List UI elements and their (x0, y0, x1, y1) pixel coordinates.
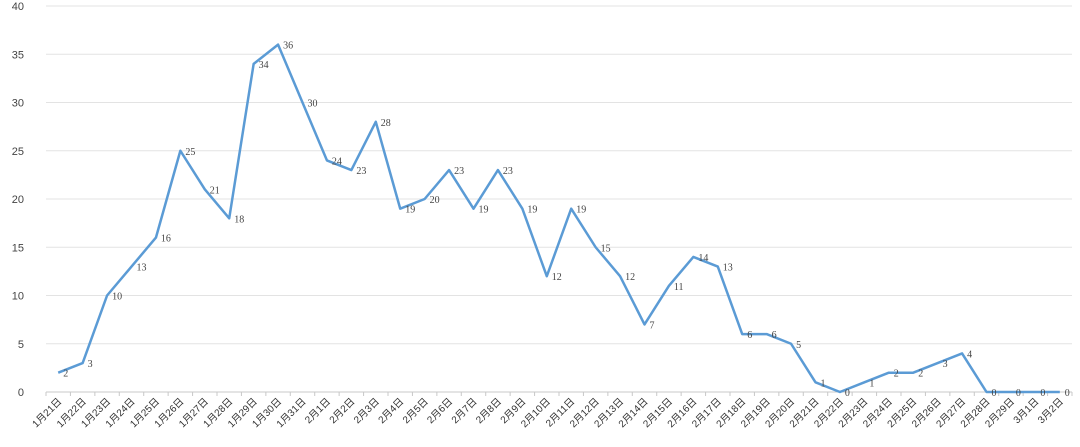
data-label: 11 (674, 282, 684, 293)
data-label: 2 (894, 369, 899, 380)
data-label: 3 (88, 359, 93, 370)
data-label: 10 (112, 292, 122, 303)
data-label: 25 (185, 147, 195, 158)
y-tick-label: 10 (12, 291, 24, 303)
data-label: 14 (698, 253, 708, 264)
data-label: 18 (234, 214, 244, 225)
data-label: 24 (332, 156, 342, 167)
x-tick-label: 2月7日 (449, 396, 479, 426)
data-label: 15 (601, 243, 611, 254)
data-label: 12 (625, 272, 635, 283)
data-label: 19 (576, 205, 586, 216)
x-tick-label: 2月6日 (425, 396, 455, 426)
y-tick-label: 0 (18, 387, 24, 399)
series-line (57, 43, 1060, 394)
data-label: 6 (772, 330, 777, 341)
y-tick-label: 30 (12, 98, 24, 110)
data-label: 23 (356, 166, 366, 177)
data-label: 23 (454, 166, 464, 177)
y-tick-label: 15 (12, 242, 24, 254)
data-label: 36 (283, 41, 293, 52)
data-label: 6 (747, 330, 752, 341)
data-label: 2 (63, 369, 68, 380)
data-label: 7 (650, 320, 655, 331)
x-tick-label: 2月3日 (351, 396, 381, 426)
x-tick-label: 2月2日 (327, 396, 357, 426)
x-tick-label: 2月5日 (400, 396, 430, 426)
data-label: 16 (161, 234, 171, 245)
data-label: 19 (405, 205, 415, 216)
x-axis-ticks: 1月21日1月22日1月23日1月24日1月25日1月26日1月27日1月28日… (30, 392, 1073, 430)
data-label: 1 (821, 378, 826, 389)
data-label: 28 (381, 118, 391, 129)
data-label: 3 (943, 359, 948, 370)
gridlines (46, 5, 1072, 393)
data-label: 12 (552, 272, 562, 283)
data-label: 23 (503, 166, 513, 177)
x-tick-label: 3月2日 (1035, 396, 1065, 426)
data-label: 0 (1040, 388, 1045, 399)
data-label: 19 (527, 205, 537, 216)
data-label: 0 (845, 388, 850, 399)
data-label: 30 (308, 99, 318, 110)
data-label: 34 (259, 60, 269, 71)
series-polyline (57, 43, 1060, 394)
data-label: 0 (1065, 388, 1070, 399)
data-label: 13 (137, 263, 147, 274)
x-tick-label: 2月4日 (376, 396, 406, 426)
data-label: 21 (210, 185, 220, 196)
y-tick-label: 35 (12, 49, 24, 61)
y-tick-label: 25 (12, 146, 24, 158)
y-tick-label: 5 (18, 339, 24, 351)
data-label: 4 (967, 349, 972, 360)
x-tick-label: 2月8日 (474, 396, 504, 426)
x-tick-label: 2月1日 (303, 396, 333, 426)
y-tick-label: 40 (12, 1, 24, 13)
data-label: 2 (918, 369, 923, 380)
y-axis-ticks: 0 5 10 15 20 25 30 35 40 (12, 1, 24, 399)
data-label: 19 (479, 205, 489, 216)
data-label: 0 (1016, 388, 1021, 399)
data-label: 1 (869, 378, 874, 389)
data-labels: 2310131625211834363024232819202319231912… (63, 41, 1070, 399)
data-label: 13 (723, 263, 733, 274)
data-label: 5 (796, 340, 801, 351)
data-label: 20 (430, 195, 440, 206)
data-label: 0 (992, 388, 997, 399)
y-tick-label: 20 (12, 194, 24, 206)
x-tick-label: 3月1日 (1011, 396, 1041, 426)
